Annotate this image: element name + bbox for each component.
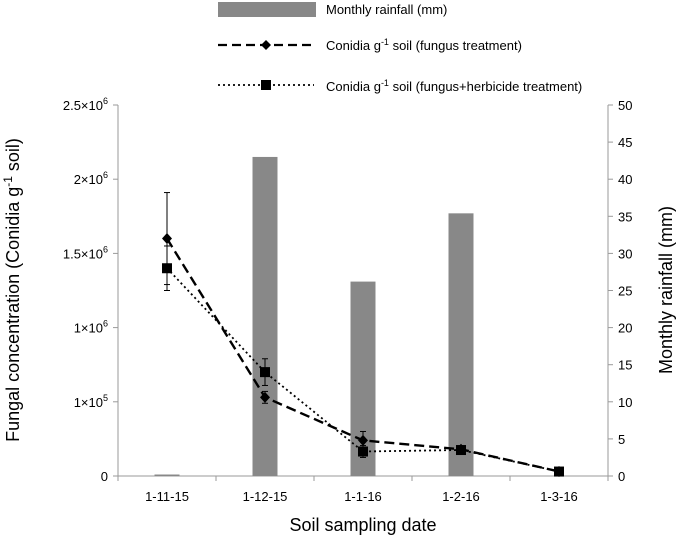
legend: Monthly rainfall (mm) Conidia g-1 soil (… bbox=[218, 2, 582, 94]
right-tick-label: 30 bbox=[618, 246, 632, 261]
right-tick-label: 25 bbox=[618, 284, 632, 299]
right-axis-title: Monthly rainfall (mm) bbox=[656, 206, 676, 374]
legend-label-herbicide: Conidia g-1 soil (fungus+herbicide treat… bbox=[326, 78, 582, 94]
data-point-square bbox=[358, 446, 368, 457]
x-axis-ticks: 1-11-15 1-12-15 1-1-16 1-2-16 1-3-16 bbox=[117, 476, 609, 504]
data-point-diamond bbox=[358, 434, 368, 446]
data-point-square bbox=[554, 466, 564, 477]
right-tick-label: 0 bbox=[618, 469, 625, 484]
data-point-diamond bbox=[260, 391, 270, 403]
data-point-square bbox=[260, 367, 270, 378]
right-tick-label: 10 bbox=[618, 395, 632, 410]
data-point-diamond bbox=[162, 233, 172, 245]
left-tick-label: 1.5×106 bbox=[63, 244, 108, 261]
left-tick-label: 1×105 bbox=[74, 393, 108, 410]
x-tick-label: 1-12-15 bbox=[243, 489, 288, 504]
left-tick-label: 2.5×106 bbox=[63, 96, 108, 113]
x-tick-label: 1-11-15 bbox=[145, 489, 189, 504]
right-axis-ticks: 0 5 10 15 20 25 30 35 40 45 50 bbox=[608, 98, 632, 484]
rainfall-bar bbox=[448, 213, 474, 476]
concentration-series bbox=[162, 192, 564, 478]
legend-label-fungus: Conidia g-1 soil (fungus treatment) bbox=[326, 37, 522, 53]
left-axis-title: Fungal concentration (Conidia g-1 soil) bbox=[1, 138, 23, 442]
right-tick-label: 5 bbox=[618, 432, 625, 447]
series-line-herbicide bbox=[166, 267, 560, 473]
legend-marker-fungus bbox=[261, 40, 271, 50]
legend-label-rainfall: Monthly rainfall (mm) bbox=[326, 2, 447, 17]
rainfall-bar bbox=[252, 156, 278, 476]
x-tick-label: 1-2-16 bbox=[442, 489, 480, 504]
x-tick-label: 1-1-16 bbox=[344, 489, 382, 504]
right-tick-label: 35 bbox=[618, 209, 632, 224]
legend-marker-herbicide bbox=[261, 80, 271, 90]
left-tick-label: 0 bbox=[101, 469, 108, 484]
left-axis-ticks: 0 1×105 1×106 1.5×106 2×106 2.5×106 bbox=[63, 96, 118, 484]
right-tick-label: 50 bbox=[618, 98, 632, 113]
x-tick-label: 1-3-16 bbox=[540, 489, 578, 504]
right-tick-label: 20 bbox=[618, 321, 632, 336]
right-tick-label: 15 bbox=[618, 358, 632, 373]
rainfall-bar bbox=[154, 474, 180, 476]
rainfall-bars bbox=[154, 156, 474, 476]
right-tick-label: 45 bbox=[618, 135, 632, 150]
x-axis-title: Soil sampling date bbox=[289, 515, 436, 535]
left-tick-label: 1×106 bbox=[74, 319, 108, 336]
legend-swatch-rainfall bbox=[218, 2, 316, 17]
left-tick-label: 2×106 bbox=[74, 170, 108, 187]
data-point-square bbox=[162, 263, 172, 274]
data-point-square bbox=[456, 445, 466, 456]
right-tick-label: 40 bbox=[618, 172, 632, 187]
